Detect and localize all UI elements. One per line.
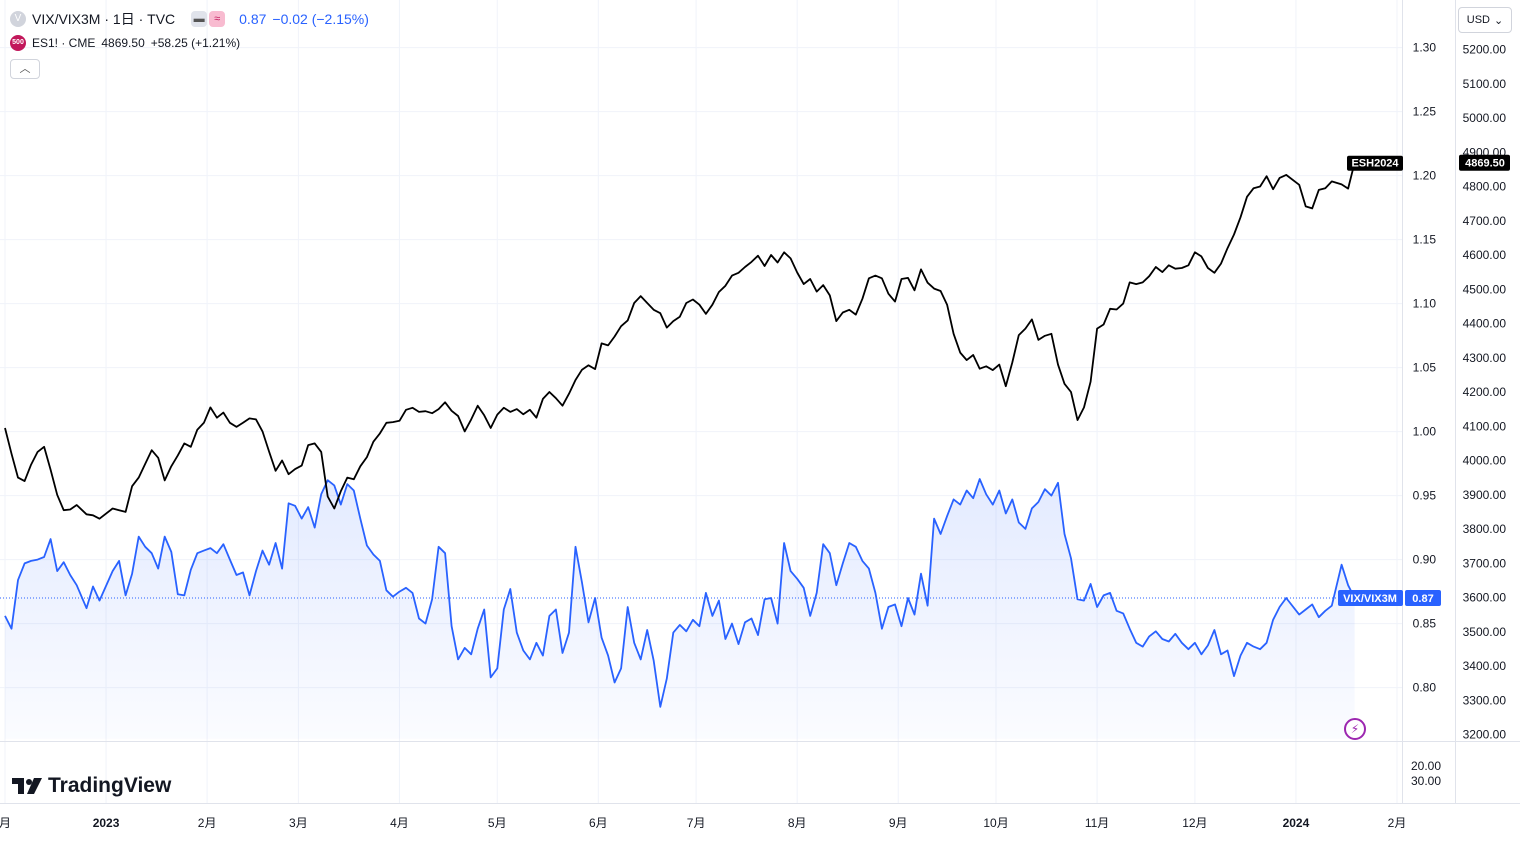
price-axis-tick: 3400.00: [1463, 659, 1507, 673]
time-axis-label: 10月: [983, 816, 1008, 830]
ratio-last-value-tag: [1405, 590, 1441, 606]
price-axis-tick: 4500.00: [1463, 282, 1507, 296]
ratio-axis-tick: 0.95: [1413, 489, 1437, 503]
compare-value: 4869.50: [101, 36, 145, 50]
price-axis-tick: 4800.00: [1463, 180, 1507, 194]
price-axis-tick: 4300.00: [1463, 351, 1507, 365]
ratio-axis-tick: 0.90: [1413, 553, 1437, 567]
compare-symbol-row[interactable]: 500 ES1! · CME 4869.50 +58.25 (+1.21%): [10, 33, 369, 53]
time-axis-label: 月: [0, 816, 11, 830]
time-axis-label: 3月: [289, 816, 308, 830]
price-axis-tick: 5200.00: [1463, 43, 1507, 57]
ratio-axis-tick: 0.80: [1413, 681, 1437, 695]
indicator-toggle-group[interactable]: ▬ ≈: [191, 11, 226, 27]
compare-symbol-label[interactable]: ES1! · CME: [32, 36, 96, 50]
time-axis-label: 7月: [687, 816, 706, 830]
price-axis-tick: 5100.00: [1463, 77, 1507, 91]
tradingview-mark-icon: [12, 778, 42, 794]
time-axis-label: 6月: [589, 816, 608, 830]
price-axis-tick: 4400.00: [1463, 317, 1507, 331]
chevron-up-icon: ︿: [19, 63, 31, 75]
es-series-name-tag: [1347, 155, 1403, 171]
time-axis-label: 4月: [390, 816, 409, 830]
price-axis-tick: 3600.00: [1463, 591, 1507, 605]
collapse-legend-button[interactable]: ︿: [10, 59, 40, 79]
es-last-price-tag: [1459, 154, 1510, 171]
compare-change: +58.25 (+1.21%): [150, 36, 241, 50]
time-axis-label: 8月: [788, 816, 807, 830]
symbol-title[interactable]: VIX/VIX3M · 1日 · TVC: [32, 11, 176, 27]
price-axis-tick: 3500.00: [1463, 625, 1507, 639]
tradingview-logo[interactable]: TradingView: [12, 774, 171, 798]
minus-icon[interactable]: ▬: [191, 11, 208, 27]
change-value: −0.02 (−2.15%): [272, 11, 369, 27]
ratio-last-value-text: 0.87: [1412, 593, 1433, 605]
last-value: 0.87: [239, 11, 267, 27]
ratio-axis-tick: 1.30: [1413, 41, 1437, 55]
price-axis-tick: 4000.00: [1463, 454, 1507, 468]
price-axis-tick: 3300.00: [1463, 693, 1507, 707]
es-series-name-text: ESH2024: [1351, 158, 1399, 170]
ratio-series-name-text: VIX/VIX3M: [1343, 593, 1397, 605]
time-axis-label: 2024: [1283, 816, 1310, 830]
time-axis-label: 9月: [889, 816, 908, 830]
lightning-icon[interactable]: ⚡: [1344, 718, 1366, 740]
es-logo-badge: 500: [10, 35, 26, 51]
lower-pane-tick: 20.00: [1411, 759, 1441, 773]
vix-ratio-area: [5, 479, 1355, 739]
currency-label: USD: [1466, 14, 1490, 26]
logo-text: TradingView: [48, 774, 172, 797]
es-last-price-text: 4869.50: [1465, 158, 1505, 170]
price-axis-tick: 3200.00: [1463, 728, 1507, 742]
ratio-axis-tick: 1.00: [1413, 425, 1437, 439]
price-axis-tick: 3800.00: [1463, 522, 1507, 536]
lower-pane-tick: 30.00: [1411, 774, 1441, 788]
time-axis-label: 2023: [93, 816, 120, 830]
time-axis-label: 5月: [488, 816, 507, 830]
time-axis-label: 2月: [1388, 816, 1407, 830]
time-axis-label: 2月: [198, 816, 217, 830]
ratio-axis-tick: 1.05: [1413, 361, 1437, 375]
ratio-axis-tick: 1.15: [1413, 233, 1437, 247]
vix-ratio-line[interactable]: [4, 478, 1356, 708]
time-axis-label: 12月: [1182, 816, 1207, 830]
price-axis-tick: 4200.00: [1463, 385, 1507, 399]
price-axis-tick: 4700.00: [1463, 214, 1507, 228]
symbol-logo-icon: V: [10, 11, 26, 27]
chart-legend: V VIX/VIX3M · 1日 · TVC ▬ ≈ 0.87 −0.02 (−…: [10, 9, 369, 79]
price-axis-tick: 4600.00: [1463, 248, 1507, 262]
time-axis-label: 11月: [1085, 816, 1109, 830]
main-symbol-row[interactable]: V VIX/VIX3M · 1日 · TVC ▬ ≈ 0.87 −0.02 (−…: [10, 9, 369, 29]
es-price-line[interactable]: [4, 162, 1356, 520]
wave-icon[interactable]: ≈: [209, 11, 226, 27]
ratio-series-name-tag: [1338, 590, 1403, 606]
price-axis-tick: 4100.00: [1463, 419, 1507, 433]
price-axis-tick: 3900.00: [1463, 488, 1507, 502]
price-axis-tick: 3700.00: [1463, 556, 1507, 570]
ratio-axis-tick: 1.25: [1413, 105, 1437, 119]
ratio-axis-tick: 0.85: [1413, 617, 1437, 631]
ratio-axis-tick: 1.20: [1413, 169, 1437, 183]
price-axis-tick: 5000.00: [1463, 111, 1507, 125]
chevron-down-icon: ⌄: [1494, 14, 1504, 27]
ratio-axis-tick: 1.10: [1413, 297, 1437, 311]
currency-select[interactable]: USD ⌄: [1458, 7, 1512, 33]
